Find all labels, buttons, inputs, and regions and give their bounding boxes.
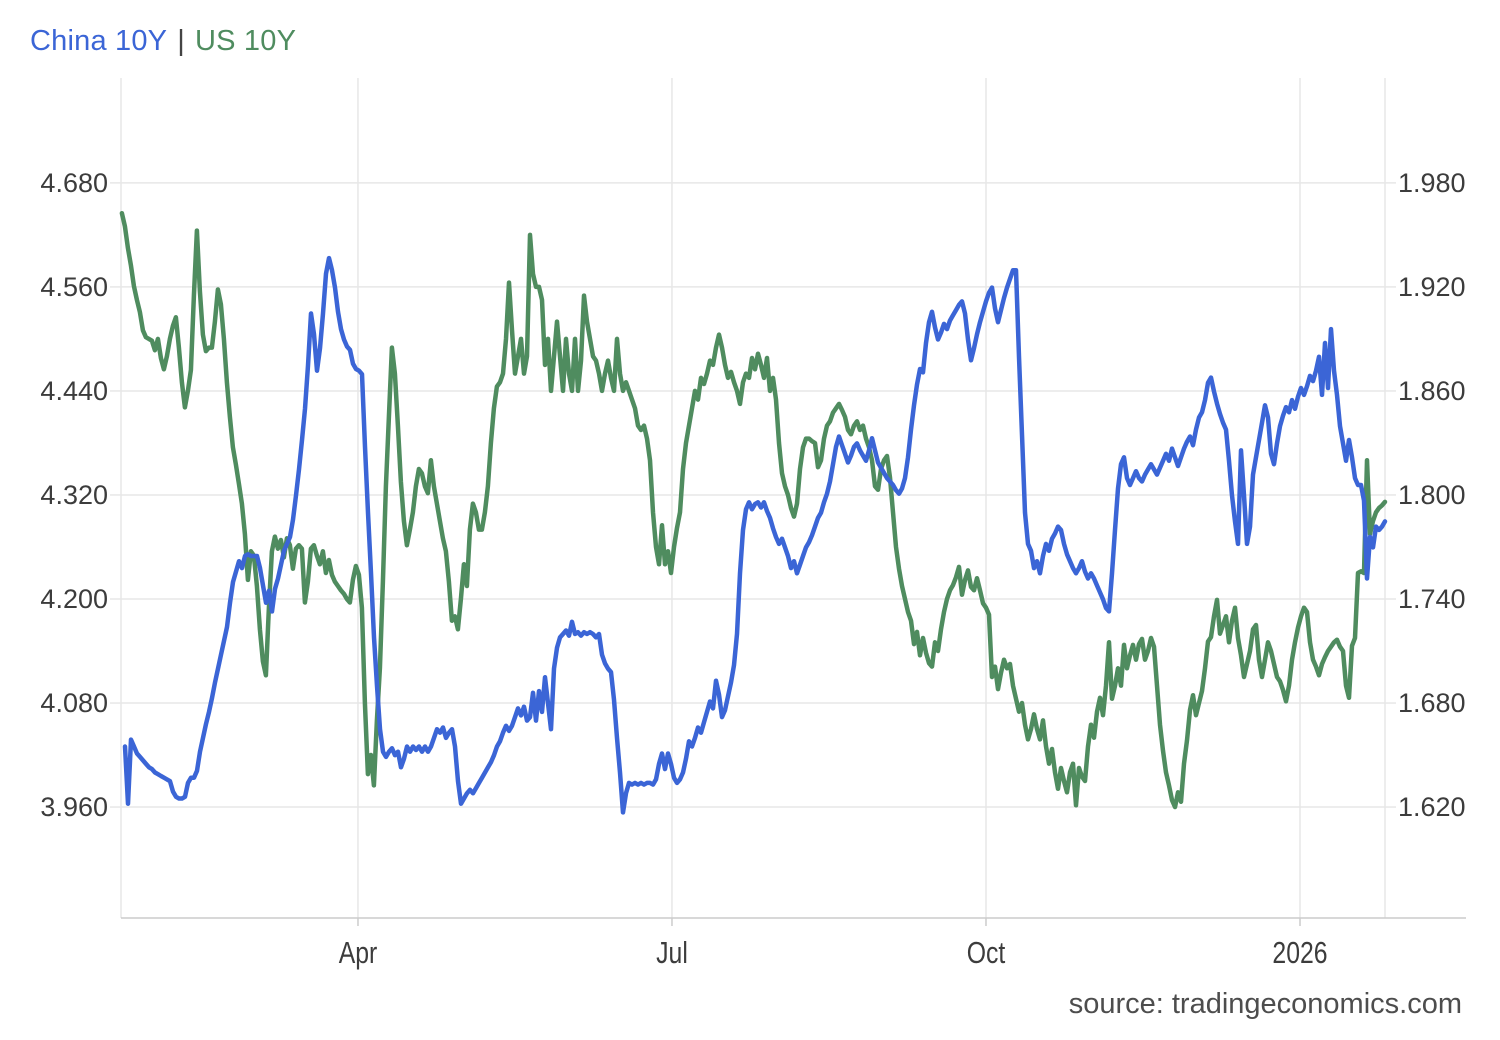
- left-axis-tick-label: 4.680: [40, 168, 108, 198]
- source-credit: source: tradingeconomics.com: [1068, 988, 1462, 1020]
- left-axis-tick-label: 4.320: [40, 480, 108, 510]
- left-axis-tick-label: 3.960: [40, 792, 108, 822]
- right-axis-tick-label: 1.740: [1398, 584, 1466, 614]
- china-10y-line: [122, 255, 1388, 815]
- left-axis-tick-label: 4.440: [40, 376, 108, 406]
- right-axis-tick-label: 1.980: [1398, 168, 1466, 198]
- right-axis-tick-label: 1.920: [1398, 272, 1466, 302]
- right-axis-tick-label: 1.860: [1398, 376, 1466, 406]
- legend-separator: |: [177, 25, 185, 57]
- x-axis-tick-label: 2026: [1272, 935, 1327, 969]
- legend-series-china[interactable]: China 10Y: [30, 25, 168, 57]
- left-axis-tick-label: 4.200: [40, 584, 108, 614]
- x-axis-tick-label: Apr: [339, 935, 378, 969]
- x-axis-tick-label: Oct: [967, 935, 1006, 969]
- x-axis-tick-label: Jul: [656, 935, 688, 969]
- us-10y-line: [119, 210, 1388, 810]
- right-axis-tick-label: 1.680: [1398, 688, 1466, 718]
- legend: China 10Y | US 10Y: [30, 24, 296, 58]
- right-axis-tick-label: 1.800: [1398, 480, 1466, 510]
- legend-series-us[interactable]: US 10Y: [194, 25, 297, 57]
- left-axis-tick-label: 4.560: [40, 272, 108, 302]
- right-axis-tick-label: 1.620: [1398, 792, 1466, 822]
- left-axis-tick-label: 4.080: [40, 688, 108, 718]
